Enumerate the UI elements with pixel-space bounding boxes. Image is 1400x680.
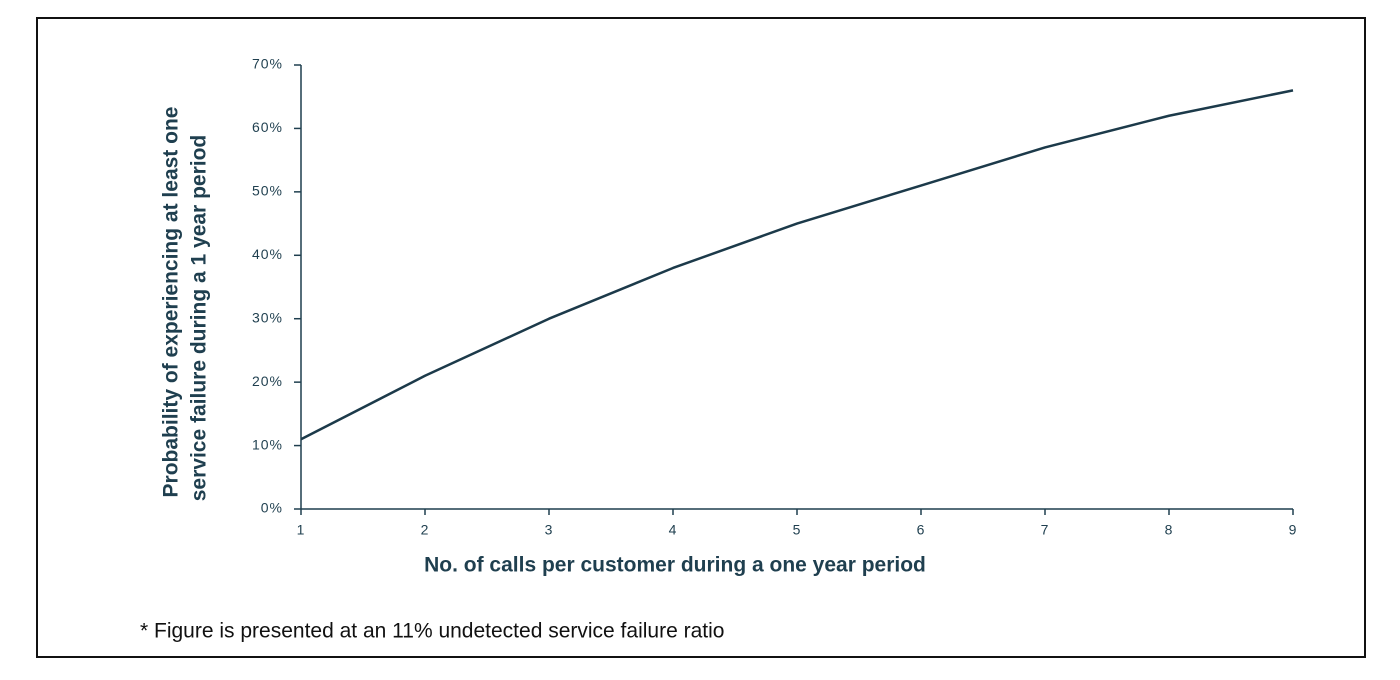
y-tick-label: 70% [252, 56, 283, 72]
x-tick-label: 3 [545, 522, 554, 538]
y-tick-label: 30% [252, 309, 283, 325]
x-tick-label: 2 [421, 522, 430, 538]
y-axis-title: Probability of experiencing at least one [160, 107, 183, 498]
x-axis-title: No. of calls per customer during a one y… [424, 554, 926, 577]
x-tick-label: 6 [917, 522, 926, 538]
x-tick-label: 5 [793, 522, 802, 538]
y-tick-label: 10% [252, 436, 283, 452]
y-tick-label: 40% [252, 246, 283, 262]
y-axis-title: service failure during a 1 year period [188, 135, 211, 502]
y-tick-label: 50% [252, 183, 283, 199]
x-tick-label: 7 [1041, 522, 1050, 538]
frame [36, 17, 1366, 658]
x-tick-label: 8 [1165, 522, 1174, 538]
data-line [300, 89, 1294, 441]
y-tick-label: 20% [252, 373, 283, 389]
footnote: * Figure is presented at an 11% undetect… [140, 620, 724, 643]
y-tick-label: 60% [252, 119, 283, 135]
x-tick-label: 4 [669, 522, 678, 538]
y-tick-label: 0% [261, 500, 283, 516]
x-tick-label: 9 [1289, 522, 1298, 538]
x-tick-label: 1 [297, 522, 306, 538]
